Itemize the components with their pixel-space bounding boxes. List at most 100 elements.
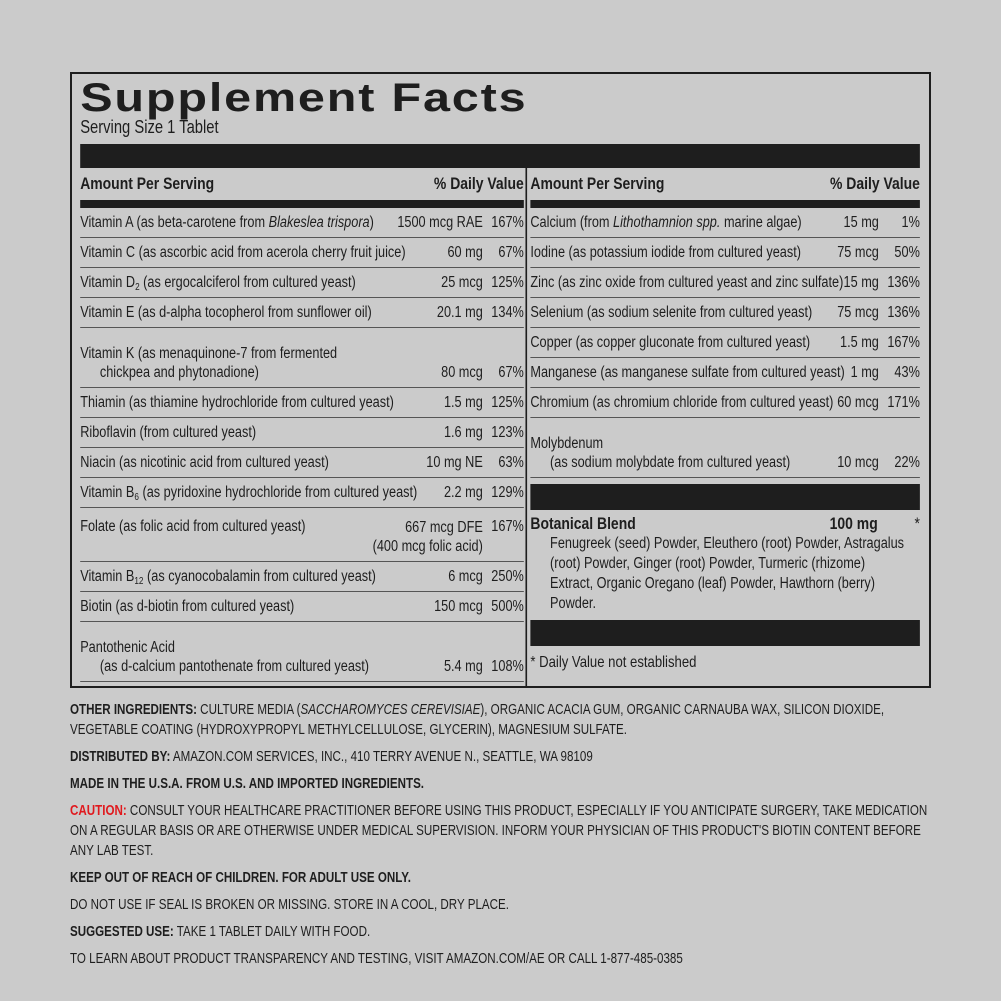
nutrient-name: Riboflavin (from cultured yeast) bbox=[80, 424, 257, 441]
nutrient-row: Riboflavin (from cultured yeast) 1.6 mg 12… bbox=[80, 418, 524, 448]
nutrient-amount: 1500 mcg RAE bbox=[397, 214, 483, 231]
header-bar bbox=[80, 144, 920, 168]
caution-label: CAUTION: bbox=[70, 803, 127, 819]
nutrient-daily-value: 129% bbox=[491, 484, 524, 501]
nutrient-daily-value: 167% bbox=[887, 334, 920, 351]
keep-out-warning: KEEP OUT OF REACH OF CHILDREN. FOR ADULT… bbox=[70, 870, 411, 886]
nutrient-daily-value: 125% bbox=[491, 394, 524, 411]
nutrient-daily-value: 123% bbox=[491, 424, 524, 441]
panel-title: Supplement Facts bbox=[80, 76, 528, 120]
nutrient-daily-value: 50% bbox=[894, 244, 920, 261]
botanical-blend: Botanical Blend 100 mg * Fenugreek (seed… bbox=[530, 510, 920, 614]
nutrient-row: Vitamin K (as menaquinone-7 from ferment… bbox=[80, 328, 524, 388]
nutrient-daily-value: 108% bbox=[491, 658, 524, 675]
nutrient-daily-value: 500% bbox=[491, 598, 524, 615]
nutrient-name: Molybdenum (as sodium molybdate from cult… bbox=[530, 435, 791, 471]
nutrient-daily-value: 125% bbox=[491, 274, 524, 291]
nutrient-row: Zinc (as zinc oxide from cultured yeast … bbox=[530, 268, 920, 298]
nutrient-name: Vitamin B6 (as pyridoxine hydrochloride … bbox=[80, 484, 418, 503]
nutrient-daily-value: 63% bbox=[498, 454, 524, 471]
other-ingredients: OTHER INGREDIENTS: CULTURE MEDIA (SACCHA… bbox=[70, 702, 885, 738]
transparency-note: TO LEARN ABOUT PRODUCT TRANSPARENCY AND … bbox=[70, 951, 683, 967]
supplement-facts-panel: Supplement Facts Serving Size 1 Tablet A… bbox=[70, 72, 931, 688]
botanical-dv: * bbox=[914, 514, 920, 533]
thick-rule bbox=[80, 200, 524, 208]
made-in: MADE IN THE U.S.A. FROM U.S. AND IMPORTE… bbox=[70, 776, 425, 792]
nutrient-row: Vitamin A (as beta-carotene from Blakesl… bbox=[80, 208, 524, 238]
nutrient-row: Chromium (as chromium chloride from cult… bbox=[530, 388, 920, 418]
nutrient-row: Iodine (as potassium iodide from culture… bbox=[530, 238, 920, 268]
nutrient-daily-value: 136% bbox=[887, 274, 920, 291]
nutrient-amount: 667 mcg DFE (400 mcg folic acid) bbox=[372, 519, 483, 555]
nutrient-daily-value: 67% bbox=[498, 364, 524, 381]
nutrient-name: Calcium (from Lithothamnion spp. marine … bbox=[530, 214, 802, 231]
nutrient-daily-value: 171% bbox=[887, 394, 920, 411]
nutrient-daily-value: 67% bbox=[498, 244, 524, 261]
nutrient-row: Molybdenum (as sodium molybdate from cult… bbox=[530, 418, 920, 478]
nutrient-row: Niacin (as nicotinic acid from cultured … bbox=[80, 448, 524, 478]
nutrient-row: Vitamin C (as ascorbic acid from acerola… bbox=[80, 238, 524, 268]
seal-warning: DO NOT USE IF SEAL IS BROKEN OR MISSING.… bbox=[70, 897, 509, 913]
nutrient-row: Biotin (as d-biotin from cultured yeast)… bbox=[80, 592, 524, 622]
nutrient-row: Selenium (as sodium selenite from cultur… bbox=[530, 298, 920, 328]
nutrient-amount: 25 mcg bbox=[441, 274, 483, 291]
nutrient-amount: 6 mcg bbox=[448, 568, 483, 585]
amount-per-serving-label: Amount Per Serving bbox=[530, 174, 665, 193]
nutrient-amount: 1.5 mg bbox=[443, 394, 483, 411]
caution: CAUTION: CONSULT YOUR HEALTHCARE PRACTIT… bbox=[70, 803, 928, 859]
right-column: Amount Per Serving % Daily Value Calcium… bbox=[530, 168, 920, 672]
nutrient-row: Calcium (from Lithothamnion spp. marine … bbox=[530, 208, 920, 238]
nutrient-amount: 150 mcg bbox=[434, 598, 483, 615]
nutrient-name: Iodine (as potassium iodide from culture… bbox=[530, 244, 801, 261]
amount-per-serving-label: Amount Per Serving bbox=[80, 174, 215, 193]
nutrient-amount: 1.5 mg bbox=[840, 334, 879, 351]
separator-bar bbox=[530, 620, 920, 646]
daily-value-label: % Daily Value bbox=[829, 174, 920, 193]
nutrient-amount: 2.2 mg bbox=[443, 484, 483, 501]
nutrient-amount: 20.1 mg bbox=[436, 304, 483, 321]
nutrient-name: Thiamin (as thiamine hydrochloride from … bbox=[80, 394, 394, 411]
nutrient-amount: 1 mg bbox=[850, 364, 879, 381]
nutrient-name: Vitamin B12 (as cyanocobalamin from cult… bbox=[80, 568, 376, 587]
nutrient-daily-value: 136% bbox=[887, 304, 920, 321]
nutrient-daily-value: 167% bbox=[491, 214, 524, 231]
nutrient-row: Pantothenic Acid (as d-calcium pantothena… bbox=[80, 622, 524, 682]
suggested-use: SUGGESTED USE: TAKE 1 TABLET DAILY WITH … bbox=[70, 924, 371, 940]
nutrient-row: Vitamin B6 (as pyridoxine hydrochloride … bbox=[80, 478, 524, 508]
nutrient-daily-value: 22% bbox=[894, 454, 920, 471]
nutrient-name: Chromium (as chromium chloride from cult… bbox=[530, 394, 834, 411]
nutrient-name: Vitamin E (as d-alpha tocopherol from su… bbox=[80, 304, 372, 321]
footnote: * Daily Value not established bbox=[530, 654, 697, 671]
nutrient-name: Pantothenic Acid (as d-calcium pantothena… bbox=[80, 639, 370, 675]
nutrient-row: Folate (as folic acid from cultured yeas… bbox=[80, 508, 524, 562]
nutrient-name: Vitamin K (as menaquinone-7 from ferment… bbox=[80, 345, 338, 381]
separator-bar bbox=[530, 484, 920, 510]
nutrient-row: Vitamin B12 (as cyanocobalamin from cult… bbox=[80, 562, 524, 592]
nutrient-row: Vitamin D2 (as ergocalciferol from cultu… bbox=[80, 268, 524, 298]
left-column: Amount Per Serving % Daily Value Vitamin… bbox=[80, 168, 524, 682]
column-header: Amount Per Serving % Daily Value bbox=[80, 168, 524, 200]
nutrient-daily-value: 134% bbox=[491, 304, 524, 321]
botanical-description: Fenugreek (seed) Powder, Eleuthero (root… bbox=[550, 535, 905, 612]
column-divider bbox=[525, 168, 528, 686]
nutrient-row: Thiamin (as thiamine hydrochloride from … bbox=[80, 388, 524, 418]
nutrient-name: Biotin (as d-biotin from cultured yeast) bbox=[80, 598, 295, 615]
serving-size: Serving Size 1 Tablet bbox=[80, 117, 219, 137]
nutrient-amount: 60 mcg bbox=[837, 394, 879, 411]
nutrient-name: Zinc (as zinc oxide from cultured yeast … bbox=[530, 274, 844, 291]
nutrient-amount: 15 mg bbox=[843, 214, 879, 231]
column-header: Amount Per Serving % Daily Value bbox=[530, 168, 920, 200]
nutrient-amount: 80 mcg bbox=[441, 364, 483, 381]
nutrient-amount: 10 mg NE bbox=[426, 454, 483, 471]
botanical-name: Botanical Blend bbox=[530, 514, 636, 533]
nutrient-daily-value: 1% bbox=[901, 214, 920, 231]
nutrient-amount: 75 mcg bbox=[837, 304, 879, 321]
nutrient-amount: 15 mg bbox=[843, 274, 879, 291]
nutrient-name: Selenium (as sodium selenite from cultur… bbox=[530, 304, 813, 321]
nutrient-amount: 5.4 mg bbox=[443, 658, 483, 675]
nutrient-row: Vitamin E (as d-alpha tocopherol from su… bbox=[80, 298, 524, 328]
nutrient-name: Vitamin C (as ascorbic acid from acerola… bbox=[80, 244, 406, 261]
nutrient-name: Manganese (as manganese sulfate from cul… bbox=[530, 364, 845, 381]
nutrient-amount: 10 mcg bbox=[837, 454, 879, 471]
nutrient-row: Copper (as copper gluconate from culture… bbox=[530, 328, 920, 358]
